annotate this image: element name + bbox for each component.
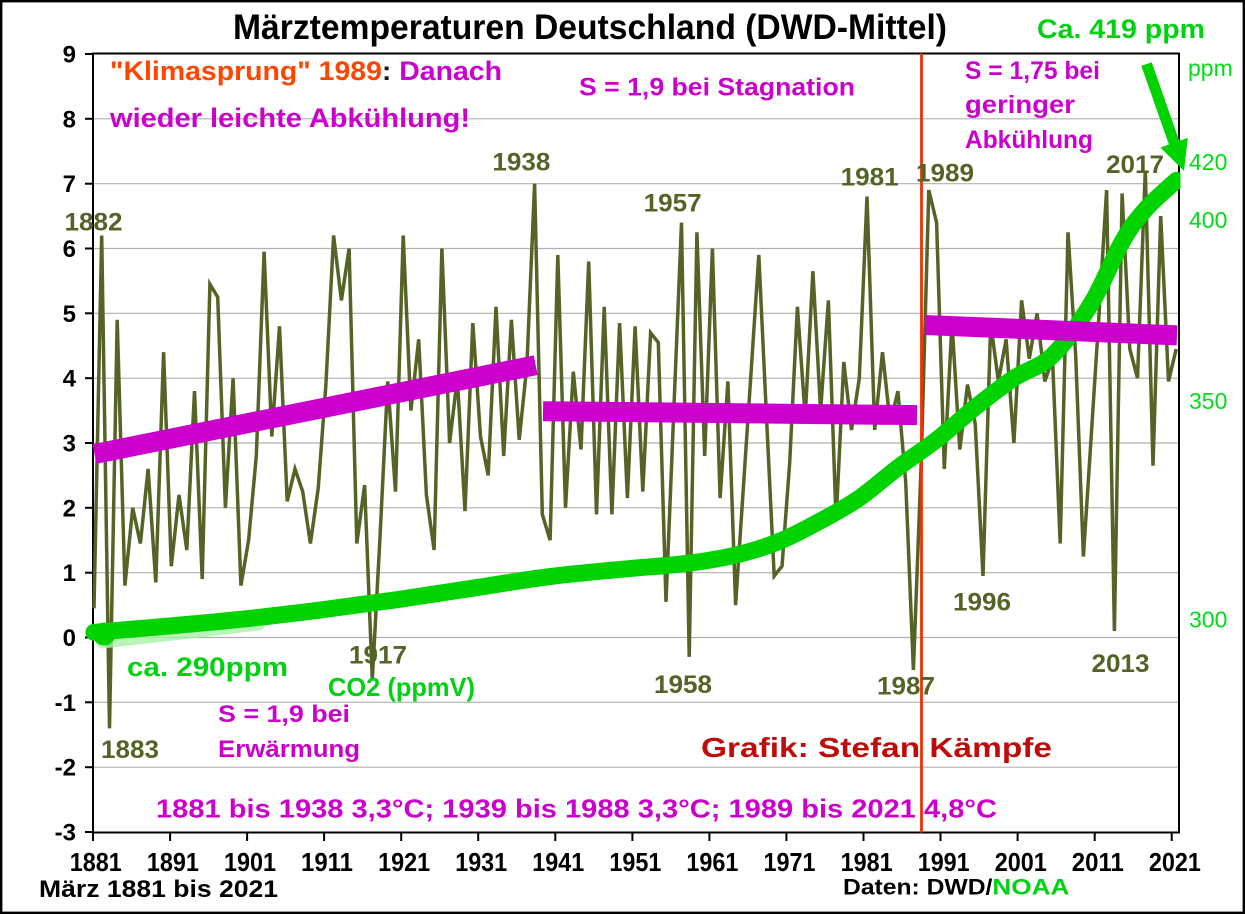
svg-text:Erwärmung: Erwärmung xyxy=(218,736,360,763)
svg-text:ca. 290ppm: ca. 290ppm xyxy=(127,652,288,682)
svg-text:1941: 1941 xyxy=(532,847,584,877)
svg-text:300: 300 xyxy=(1189,607,1227,633)
svg-text:1883: 1883 xyxy=(101,736,159,764)
svg-text:März 1881 bis 2021: März 1881 bis 2021 xyxy=(39,876,278,903)
svg-text:-1: -1 xyxy=(55,690,76,717)
svg-text:1881: 1881 xyxy=(70,847,122,877)
svg-text:1989: 1989 xyxy=(916,160,974,188)
svg-text:-2: -2 xyxy=(55,755,76,782)
svg-text:1891: 1891 xyxy=(147,847,199,877)
svg-text:1931: 1931 xyxy=(455,847,507,877)
svg-text:1961: 1961 xyxy=(686,847,738,877)
svg-text:2017: 2017 xyxy=(1106,151,1164,179)
svg-text:1996: 1996 xyxy=(953,589,1011,617)
svg-text:1991: 1991 xyxy=(918,847,970,877)
svg-text:1882: 1882 xyxy=(65,209,123,237)
svg-text:S = 1,75 bei: S = 1,75 bei xyxy=(965,57,1100,85)
svg-text:1987: 1987 xyxy=(877,673,935,701)
svg-text:1957: 1957 xyxy=(644,190,702,218)
svg-text:6: 6 xyxy=(63,236,76,263)
svg-text:1: 1 xyxy=(63,560,76,587)
svg-text:ppm: ppm xyxy=(1188,55,1233,81)
svg-text:8: 8 xyxy=(63,106,76,133)
svg-text:geringer: geringer xyxy=(965,91,1075,119)
svg-text:7: 7 xyxy=(63,171,76,198)
svg-text:1921: 1921 xyxy=(378,847,430,877)
svg-text:350: 350 xyxy=(1189,388,1227,414)
svg-text:Daten: DWD/NOAA: Daten: DWD/NOAA xyxy=(843,875,1070,900)
svg-text:1981: 1981 xyxy=(841,847,893,877)
svg-text:2013: 2013 xyxy=(1092,650,1150,678)
svg-text:2: 2 xyxy=(63,495,76,522)
svg-text:1971: 1971 xyxy=(764,847,816,877)
svg-text:9: 9 xyxy=(63,42,76,69)
svg-text:1911: 1911 xyxy=(301,847,353,877)
svg-text:Märztemperaturen Deutschland (: Märztemperaturen Deutschland (DWD-Mittel… xyxy=(233,8,947,47)
svg-text:Abkühlung: Abkühlung xyxy=(965,126,1093,154)
svg-text:400: 400 xyxy=(1189,207,1227,233)
svg-text:5: 5 xyxy=(63,301,76,328)
svg-text:1938: 1938 xyxy=(492,149,550,177)
svg-text:0: 0 xyxy=(63,625,76,652)
svg-text:3: 3 xyxy=(63,431,76,458)
svg-text:2011: 2011 xyxy=(1072,847,1124,877)
svg-text:1917: 1917 xyxy=(349,642,407,670)
svg-text:2001: 2001 xyxy=(995,847,1047,877)
svg-text:Grafik: Stefan Kämpfe: Grafik: Stefan Kämpfe xyxy=(701,732,1052,763)
svg-text:1951: 1951 xyxy=(609,847,661,877)
svg-text:2021: 2021 xyxy=(1149,847,1201,877)
svg-text:S = 1,9 bei: S = 1,9 bei xyxy=(218,701,350,728)
svg-text:1881 bis 1938 3,3°C; 1939 bis: 1881 bis 1938 3,3°C; 1939 bis 1988 3,3°C… xyxy=(156,794,997,824)
svg-text:420: 420 xyxy=(1189,149,1227,175)
svg-text:1981: 1981 xyxy=(841,164,899,192)
svg-text:1901: 1901 xyxy=(224,847,276,877)
svg-text:Ca. 419 ppm: Ca. 419 ppm xyxy=(1037,14,1205,44)
svg-text:4: 4 xyxy=(63,366,77,393)
svg-text:1958: 1958 xyxy=(654,671,712,699)
svg-text:"Klimasprung" 1989: Danach: "Klimasprung" 1989: Danach xyxy=(110,56,502,86)
svg-text:S = 1,9 bei Stagnation: S = 1,9 bei Stagnation xyxy=(579,74,855,102)
svg-text:CO2 (ppmV): CO2 (ppmV) xyxy=(328,672,475,702)
svg-text:wieder leichte Abkühlung!: wieder leichte Abkühlung! xyxy=(109,103,470,133)
svg-text:-3: -3 xyxy=(55,820,76,847)
